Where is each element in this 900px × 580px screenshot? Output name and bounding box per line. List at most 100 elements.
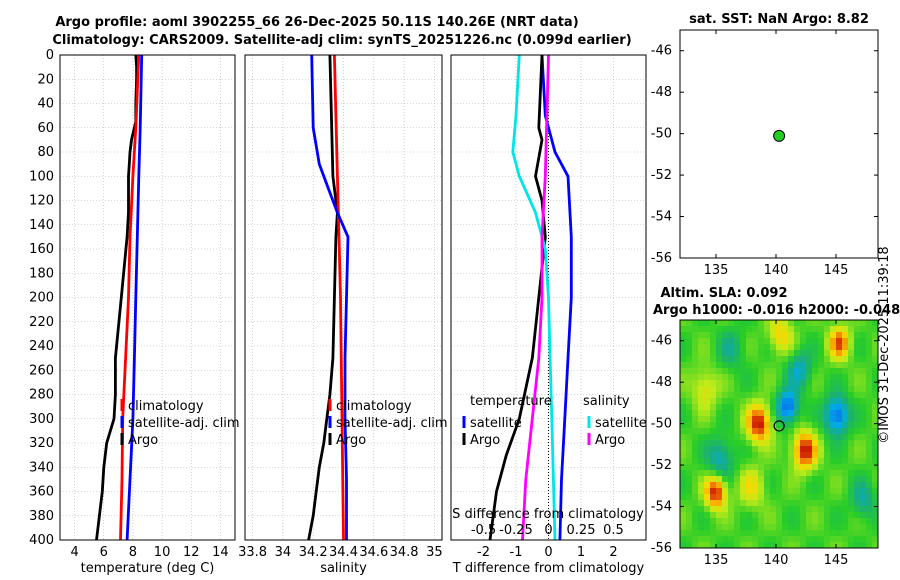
sla-cell bbox=[704, 380, 710, 386]
sla-cell bbox=[680, 542, 686, 548]
sla-cell bbox=[704, 518, 710, 524]
legend-label: Argo bbox=[595, 433, 625, 448]
sla-cell bbox=[854, 380, 860, 386]
sst-title: sat. SST: NaN Argo: 8.82 bbox=[689, 12, 869, 27]
sla-cell bbox=[848, 488, 854, 494]
y-tick-label: -46 bbox=[651, 334, 672, 349]
sla-cell bbox=[824, 458, 830, 464]
sla-cell bbox=[872, 464, 878, 470]
sla-cell bbox=[764, 332, 770, 338]
sla-cell bbox=[698, 392, 704, 398]
sla-cell bbox=[692, 332, 698, 338]
sla-cell bbox=[788, 488, 794, 494]
sla-cell bbox=[854, 494, 860, 500]
sla-cell bbox=[812, 374, 818, 380]
sla-cell bbox=[872, 422, 878, 428]
sla-cell bbox=[818, 530, 824, 536]
sla-cell bbox=[758, 380, 764, 386]
sla-cell bbox=[782, 428, 788, 434]
sla-cell bbox=[740, 386, 746, 392]
sla-cell bbox=[872, 386, 878, 392]
sla-cell bbox=[698, 506, 704, 512]
sla-cell bbox=[752, 338, 758, 344]
sla-cell bbox=[848, 512, 854, 518]
sla-cell bbox=[740, 506, 746, 512]
top-tick-label: 0 bbox=[544, 523, 552, 538]
sla-cell bbox=[866, 500, 872, 506]
sla-cell bbox=[824, 494, 830, 500]
sla-cell bbox=[836, 524, 842, 530]
sla-cell bbox=[764, 512, 770, 518]
sla-cell bbox=[680, 512, 686, 518]
sla-cell bbox=[800, 530, 806, 536]
sla-cell bbox=[800, 332, 806, 338]
sla-cell bbox=[836, 500, 842, 506]
sla-cell bbox=[728, 488, 734, 494]
sla-cell bbox=[800, 512, 806, 518]
sla-cell bbox=[848, 356, 854, 362]
sla-cell bbox=[788, 446, 794, 452]
sla-cell bbox=[872, 416, 878, 422]
sla-cell bbox=[686, 380, 692, 386]
sla-cell bbox=[716, 542, 722, 548]
sla-cell bbox=[734, 356, 740, 362]
sla-cell bbox=[842, 338, 848, 344]
sla-cell bbox=[698, 398, 704, 404]
sla-cell bbox=[698, 344, 704, 350]
sla-cell bbox=[872, 470, 878, 476]
sla-cell bbox=[692, 536, 698, 542]
sla-cell bbox=[782, 410, 788, 416]
sla-cell bbox=[830, 416, 836, 422]
sla-cell bbox=[770, 470, 776, 476]
sla-cell bbox=[710, 512, 716, 518]
sla-cell bbox=[686, 500, 692, 506]
legend-label: satellite-adj. clim bbox=[336, 416, 448, 431]
sla-cell bbox=[854, 350, 860, 356]
sla-cell bbox=[806, 410, 812, 416]
sla-cell bbox=[842, 404, 848, 410]
sla-cell bbox=[770, 416, 776, 422]
sla-cell bbox=[842, 536, 848, 542]
sla-cell bbox=[692, 434, 698, 440]
sla-cell bbox=[860, 374, 866, 380]
sla-cell bbox=[704, 362, 710, 368]
sla-cell bbox=[794, 392, 800, 398]
sla-cell bbox=[782, 326, 788, 332]
sla-cell bbox=[782, 488, 788, 494]
sla-cell bbox=[692, 470, 698, 476]
plot-frame bbox=[59, 54, 236, 541]
sla-cell bbox=[872, 434, 878, 440]
sla-cell bbox=[758, 530, 764, 536]
sla-cell bbox=[722, 356, 728, 362]
sla-cell bbox=[710, 392, 716, 398]
sla-cell bbox=[698, 542, 704, 548]
sla-cell bbox=[686, 398, 692, 404]
sla-cell bbox=[746, 362, 752, 368]
sla-cell bbox=[686, 488, 692, 494]
sla-cell bbox=[806, 392, 812, 398]
sla-cell bbox=[836, 542, 842, 548]
sla-cell bbox=[776, 422, 782, 428]
sla-cell bbox=[848, 422, 854, 428]
sla-cell bbox=[776, 440, 782, 446]
sla-cell bbox=[788, 398, 794, 404]
sla-cell bbox=[788, 452, 794, 458]
sla-cell bbox=[830, 542, 836, 548]
sla-cell bbox=[782, 470, 788, 476]
sla-cell bbox=[806, 500, 812, 506]
sla-cell bbox=[752, 464, 758, 470]
sla-cell bbox=[746, 524, 752, 530]
sla-cell bbox=[806, 332, 812, 338]
plot-frame bbox=[450, 54, 647, 541]
sla-cell bbox=[704, 350, 710, 356]
x-tick-label: 14 bbox=[212, 545, 229, 560]
y-tick-label: 0 bbox=[46, 48, 54, 63]
sla-cell bbox=[746, 344, 752, 350]
sla-cell bbox=[746, 518, 752, 524]
sla-cell bbox=[728, 386, 734, 392]
sla-cell bbox=[866, 332, 872, 338]
sla-cell bbox=[776, 326, 782, 332]
sla-cell bbox=[734, 350, 740, 356]
y-tick-label: 100 bbox=[29, 169, 54, 184]
sla-cell bbox=[872, 452, 878, 458]
